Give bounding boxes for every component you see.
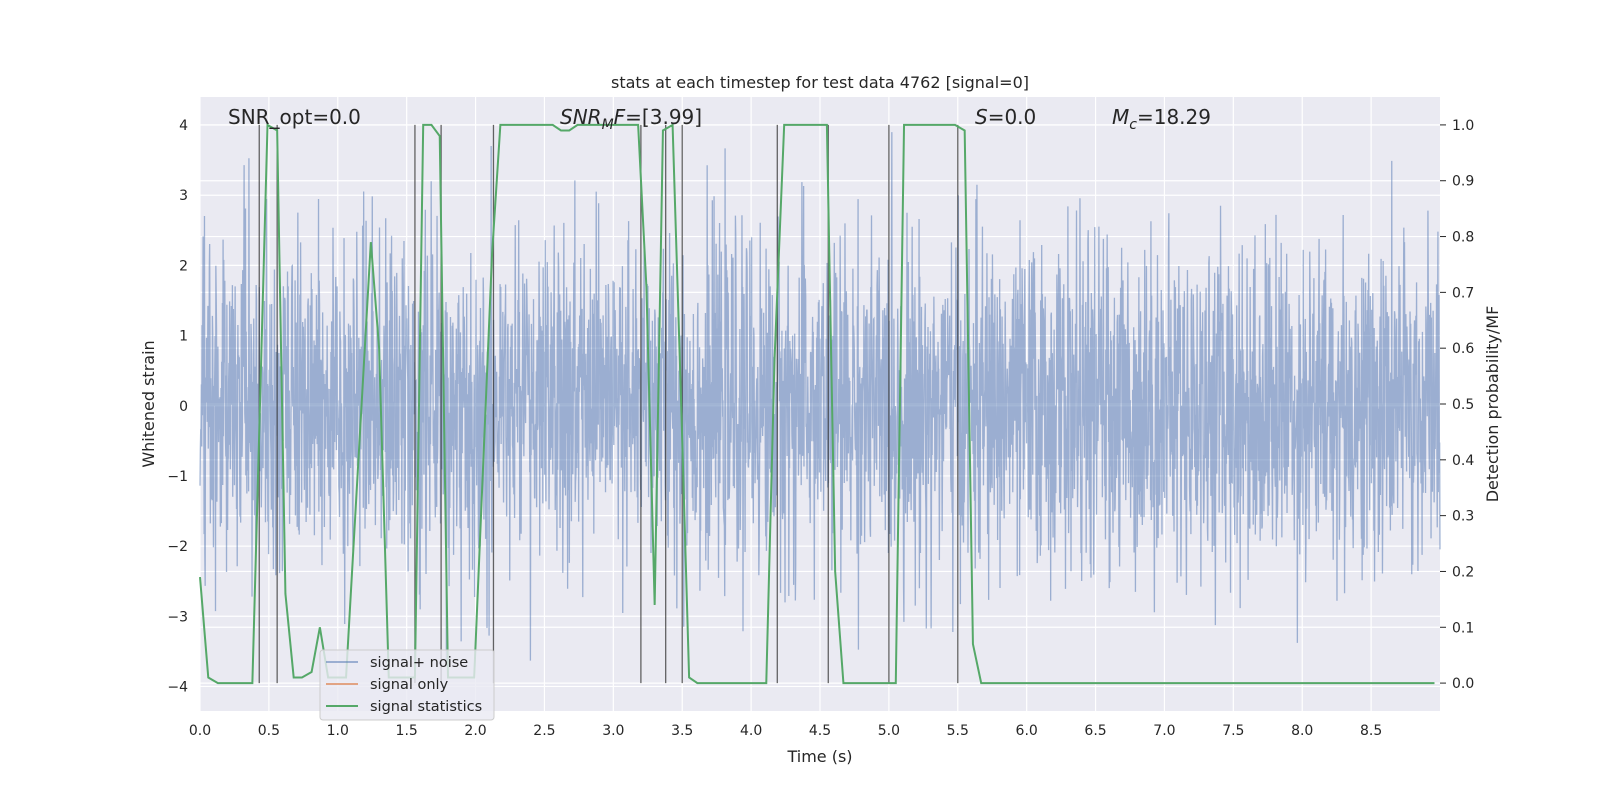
x-tick-label-16: 8.0 xyxy=(1291,723,1313,739)
legend: signal+ noise signal only signal statist… xyxy=(319,649,495,721)
yr-tick-label-6: 0.6 xyxy=(1452,341,1474,357)
x-tick-label-3: 1.5 xyxy=(396,723,418,739)
left-y-axis-label: Whitened strain xyxy=(139,340,158,467)
annotation-snr-mf: SNRMF=[3.99] xyxy=(560,105,702,133)
x-tick-label-15: 7.5 xyxy=(1222,723,1244,739)
yl-tick-label-5: 1 xyxy=(179,329,188,345)
x-tick-label-9: 4.5 xyxy=(809,723,831,739)
yl-tick-label-2: −2 xyxy=(167,539,188,555)
x-tick-label-12: 6.0 xyxy=(1016,723,1038,739)
yl-tick-label-4: 0 xyxy=(179,399,188,415)
x-tick-label-6: 3.0 xyxy=(602,723,624,739)
yl-tick-label-1: −3 xyxy=(167,609,188,625)
annotation-mc: Mc=18.29 xyxy=(1112,105,1211,133)
legend-label-signal-only: signal only xyxy=(370,677,449,693)
yl-tick-label-3: −1 xyxy=(167,469,188,485)
x-tick-label-4: 2.0 xyxy=(464,723,486,739)
annotation-s: S=0.0 xyxy=(975,105,1036,129)
right-y-axis-ticks: 0.0 0.1 0.2 0.3 0.4 0.5 0.6 0.7 0.8 0.9 1.0 xyxy=(1440,118,1474,692)
annotation-snr-opt: SNR_opt=0.0 xyxy=(228,105,361,129)
x-tick-label-13: 6.5 xyxy=(1084,723,1106,739)
yl-tick-label-6: 2 xyxy=(179,258,188,274)
x-tick-label-11: 5.5 xyxy=(947,723,969,739)
x-axis-label: Time (s) xyxy=(786,747,852,766)
yr-tick-label-1: 0.1 xyxy=(1452,620,1474,636)
yr-tick-label-9: 0.9 xyxy=(1452,174,1474,190)
signal-statistics-series xyxy=(199,123,1435,685)
yr-tick-label-5: 0.5 xyxy=(1452,397,1474,413)
x-tick-label-2: 1.0 xyxy=(327,723,349,739)
left-y-axis-ticks: −4 −3 −2 −1 0 1 2 3 4 xyxy=(167,118,188,695)
signal-noise-series xyxy=(199,132,1441,665)
yr-tick-label-2: 0.2 xyxy=(1452,564,1474,580)
right-y-axis-label: Detection probability/MF xyxy=(1483,306,1502,503)
yr-tick-label-4: 0.4 xyxy=(1452,453,1474,469)
signal-noise-line xyxy=(199,132,1441,665)
x-tick-label-17: 8.5 xyxy=(1360,723,1382,739)
yl-tick-label-8: 4 xyxy=(179,118,188,134)
x-tick-label-10: 5.0 xyxy=(878,723,900,739)
legend-label-signal-statistics: signal statistics xyxy=(370,699,482,715)
chart-title: stats at each timestep for test data 476… xyxy=(611,73,1029,92)
x-tick-label-7: 3.5 xyxy=(671,723,693,739)
yl-tick-label-7: 3 xyxy=(179,188,188,204)
signal-statistics-line xyxy=(199,123,1435,685)
vertical-markers xyxy=(258,124,959,684)
x-axis-ticks: 0.0 0.5 1.0 1.5 2.0 2.5 3.0 3.5 4.0 4.5 5.0 5.5 6.0 6… xyxy=(189,723,1382,739)
yl-tick-label-0: −4 xyxy=(167,679,188,695)
yr-tick-label-0: 0.0 xyxy=(1452,676,1474,692)
x-tick-label-0: 0.0 xyxy=(189,723,211,739)
legend-label-signal-noise: signal+ noise xyxy=(370,655,468,671)
legend-box xyxy=(319,649,495,721)
yr-tick-label-7: 0.7 xyxy=(1452,285,1474,301)
x-tick-label-8: 4.0 xyxy=(740,723,762,739)
x-tick-label-1: 0.5 xyxy=(258,723,280,739)
yr-tick-label-8: 0.8 xyxy=(1452,230,1474,246)
x-tick-label-5: 2.5 xyxy=(533,723,555,739)
x-tick-label-14: 7.0 xyxy=(1153,723,1175,739)
yr-tick-label-3: 0.3 xyxy=(1452,509,1474,525)
yr-tick-label-10: 1.0 xyxy=(1452,118,1474,134)
